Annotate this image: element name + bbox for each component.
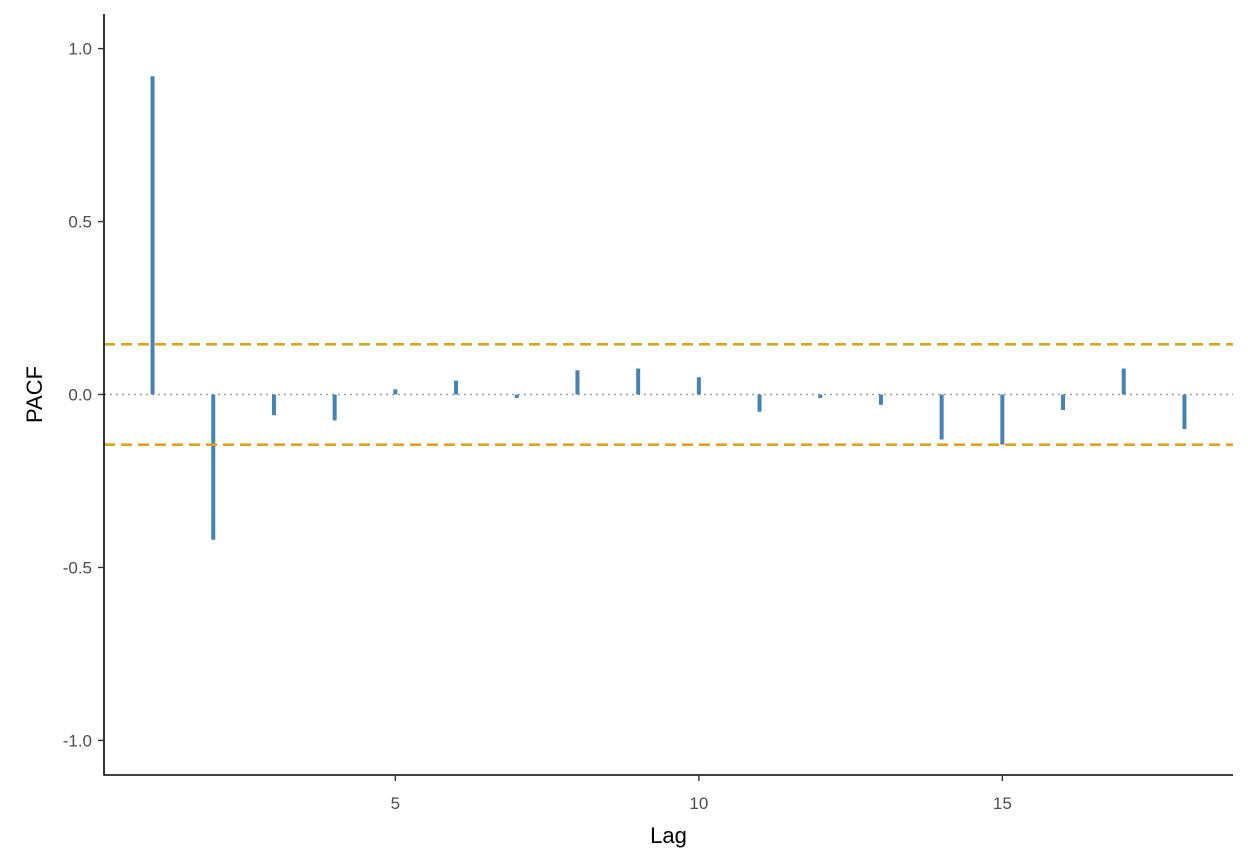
axes: -1.0 -0.5 0.0 0.5 1.0 5 10 15: [63, 14, 1233, 813]
y-tick-label: -1.0: [63, 731, 92, 750]
x-tick-label: 5: [391, 794, 400, 813]
x-tick-label: 15: [993, 794, 1012, 813]
x-tick-label: 10: [689, 794, 708, 813]
y-tick-label: 0.5: [68, 213, 92, 232]
reference-lines: [104, 343, 1233, 446]
bars-layer: [104, 76, 1233, 540]
y-tick-label: -0.5: [63, 558, 92, 577]
y-tick-label: 0.0: [68, 386, 92, 405]
y-tick-label: 1.0: [68, 40, 92, 59]
x-axis-title: Lag: [650, 823, 687, 848]
y-axis-title: PACF: [22, 366, 47, 423]
